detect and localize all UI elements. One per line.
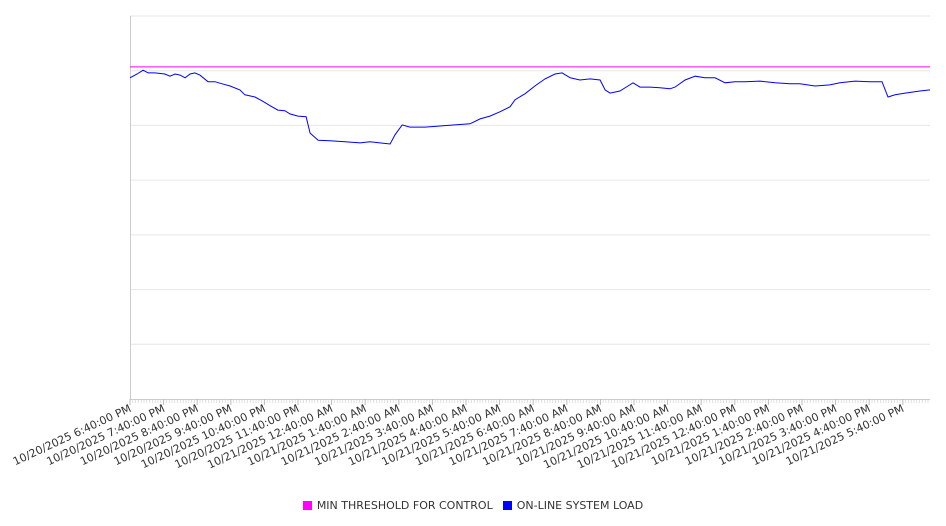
legend-item-threshold[interactable]: MIN THRESHOLD FOR CONTROL	[302, 499, 493, 512]
legend-swatch-load	[502, 501, 512, 510]
legend-item-load[interactable]: ON-LINE SYSTEM LOAD	[502, 499, 644, 512]
axes	[129, 16, 930, 403]
legend-label-threshold: MIN THRESHOLD FOR CONTROL	[316, 499, 493, 512]
legend: MIN THRESHOLD FOR CONTROL ON-LINE SYSTEM…	[0, 499, 946, 512]
legend-swatch-threshold	[302, 501, 312, 510]
system-load-line	[129, 69, 931, 145]
legend-label-load: ON-LINE SYSTEM LOAD	[516, 499, 644, 512]
series	[129, 66, 931, 145]
gridlines	[130, 15, 930, 345]
